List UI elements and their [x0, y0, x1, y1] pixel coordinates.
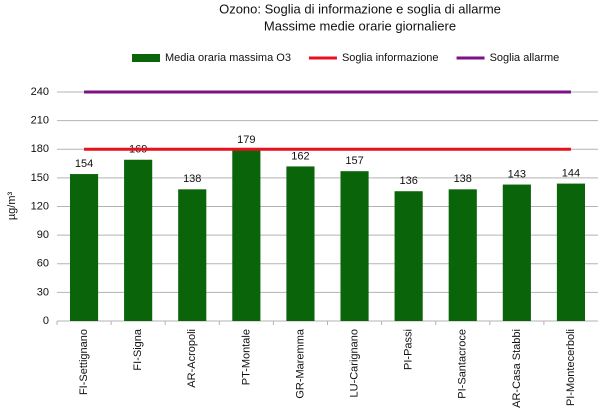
x-tick-label: AR-Acropoli	[186, 329, 198, 388]
y-tick-label: 180	[31, 143, 49, 155]
bar	[502, 184, 531, 321]
x-tick-label: PI-Passi	[403, 329, 415, 370]
chart-title: Ozono: Soglia di informazione e soglia d…	[219, 1, 501, 16]
y-axis-label: µg/m³	[6, 191, 18, 220]
bar	[448, 189, 477, 321]
bar	[178, 189, 207, 321]
value-label: 154	[75, 158, 93, 170]
y-tick-label: 150	[31, 172, 49, 184]
x-tick-label: LU-Carignano	[348, 329, 360, 397]
x-tick-label: PT-Montale	[240, 329, 252, 385]
legend-swatch	[132, 54, 160, 62]
y-tick-label: 210	[31, 115, 49, 127]
bar	[124, 159, 153, 321]
chart-subtitle: Massime medie orarie giornaliere	[264, 18, 456, 33]
x-tick-label: FI-Settignano	[78, 329, 90, 395]
bar	[286, 166, 315, 321]
value-label: 179	[237, 134, 255, 146]
y-tick-label: 30	[37, 286, 49, 298]
value-label: 157	[345, 155, 363, 167]
value-label: 138	[454, 173, 472, 185]
x-tick-label: PI-Montecerboli	[565, 329, 577, 406]
bar	[69, 174, 99, 321]
x-tick-label: FI-Signa	[132, 328, 144, 370]
y-tick-label: 0	[43, 315, 49, 327]
value-label: 144	[562, 168, 580, 180]
y-tick-label: 60	[37, 258, 49, 270]
value-label: 138	[183, 173, 201, 185]
legend-label: Media oraria massima O3	[165, 52, 291, 64]
y-tick-label: 120	[31, 200, 49, 212]
legend-label: Soglia informazione	[342, 52, 439, 64]
value-label: 136	[399, 175, 417, 187]
y-tick-label: 240	[31, 86, 49, 98]
bar	[340, 171, 369, 321]
x-tick-label: GR-Maremma	[294, 328, 306, 399]
legend-label: Soglia allarme	[490, 52, 560, 64]
value-label: 143	[508, 168, 526, 180]
y-tick-label: 90	[37, 229, 49, 241]
value-label: 162	[291, 150, 309, 162]
bar	[556, 183, 586, 321]
bar	[232, 150, 261, 321]
x-tick-label: PI-Santacroce	[457, 329, 469, 399]
bar	[394, 191, 423, 321]
x-tick-label: AR-Casa Stabbi	[511, 329, 523, 408]
